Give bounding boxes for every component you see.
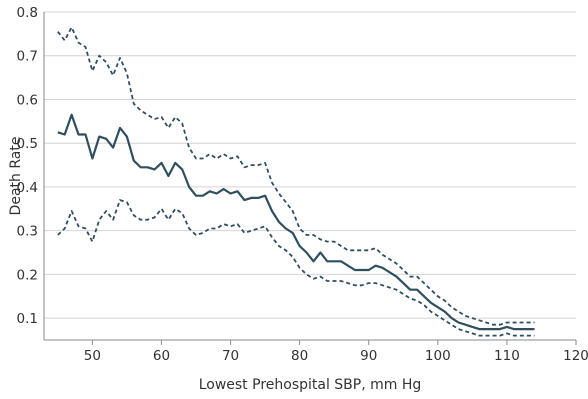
y-tick-label: 0.8 bbox=[17, 5, 38, 21]
x-tick-label: 70 bbox=[222, 348, 239, 364]
y-tick-label: 0.7 bbox=[17, 49, 38, 65]
x-tick-label: 80 bbox=[291, 348, 308, 364]
y-tick-label: 0.4 bbox=[17, 180, 38, 196]
x-axis-title: Lowest Prehospital SBP, mm Hg bbox=[199, 377, 422, 393]
series-line-lower-ci bbox=[57, 199, 535, 337]
x-tick-label: 120 bbox=[563, 348, 588, 364]
y-tick-label: 0.5 bbox=[17, 136, 38, 152]
x-tick-label: 100 bbox=[425, 348, 451, 364]
y-tick-label: 0.2 bbox=[17, 267, 38, 283]
x-tick-label: 60 bbox=[153, 348, 170, 364]
grid bbox=[44, 11, 576, 319]
series-line-upper-ci bbox=[57, 26, 535, 326]
series-line-estimate bbox=[57, 113, 535, 331]
y-tick-label: 0.3 bbox=[17, 224, 38, 240]
x-tick-label: 110 bbox=[494, 348, 520, 364]
axes bbox=[43, 12, 576, 341]
y-tick-label: 0.6 bbox=[17, 92, 38, 108]
series bbox=[57, 26, 535, 337]
x-tick-label: 50 bbox=[84, 348, 101, 364]
ticks: 0.1 0.2 0.3 0.4 0.5 0.6 0.7 0.8 50 60 70 80 90 100 110… bbox=[17, 5, 588, 364]
x-tick-label: 90 bbox=[360, 348, 377, 364]
y-axis-title: Death Rate bbox=[8, 137, 24, 216]
y-tick-label: 0.1 bbox=[17, 311, 38, 327]
